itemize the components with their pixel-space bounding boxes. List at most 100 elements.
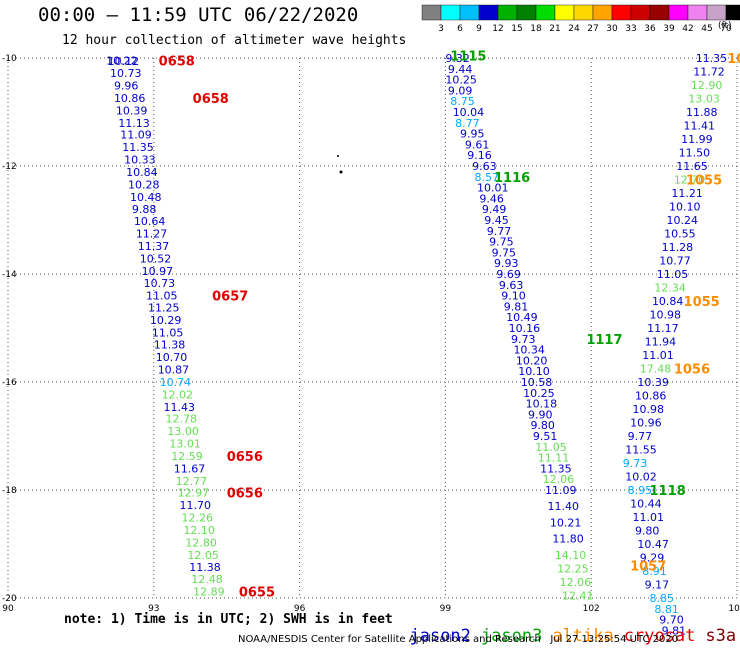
color-bin-label: 70 [720,24,732,34]
color-bin [573,4,594,21]
swh-label: 10.70 [156,351,188,364]
legend-cryosat: cryosat [623,626,696,646]
swh-label: 10.49 [506,311,538,324]
swh-label: 11.09 [545,484,577,497]
swh-label: 9.75 [489,236,514,249]
color-bin-label: 24 [568,24,580,34]
x-tick-label: 90 [2,604,14,614]
swh-label: 10.02 [625,471,657,484]
swh-label: 11.67 [174,462,206,475]
swh-label: 11.38 [154,339,186,352]
chart-title: 00:00 – 11:59 UTC 06/22/2020 [38,4,359,26]
swh-label: 12.97 [178,487,210,500]
swh-label: 10.39 [637,376,669,389]
x-tick-label: 102 [583,604,600,614]
x-tick-label: 93 [148,604,159,614]
time-label: 1115 [450,49,486,64]
satellite-legend: jason2 jason3 altika cryosat s3a [389,606,740,646]
swh-label: 11.21 [671,187,703,200]
time-label: 1055 [684,295,720,310]
swh-label: 12.78 [165,413,197,426]
swh-label: 11.05 [535,441,567,454]
time-label: 1116 [494,171,530,186]
swh-label: 12.48 [191,573,223,586]
y-tick-label: -20 [2,594,17,604]
swh-label: 11.50 [679,147,711,160]
swh-label: 8.81 [654,603,679,616]
swh-label: 9.96 [114,80,139,93]
footer-credit: NOAA/NESDIS Center for Satellite Applica… [238,634,679,645]
time-label: 0658 [159,55,195,70]
swh-label: 12.77 [176,475,208,488]
color-bin [440,4,461,21]
swh-label: 9.46 [479,192,504,205]
swh-label: 12.25 [557,562,589,575]
swh-label: 10.10 [518,365,550,378]
swh-label: 10.84 [652,295,684,308]
swh-label: 12.06 [543,473,575,486]
swh-label: 10.20 [516,354,548,367]
y-tick-label: -18 [2,486,17,496]
color-bin-label: 12 [492,24,503,34]
swh-label: 12.10 [183,524,215,537]
color-bin [687,4,708,21]
swh-label: 10.47 [637,538,669,551]
swh-label: 11.37 [138,240,170,253]
color-bin-label: 42 [682,24,693,34]
swh-label: 8.77 [455,117,480,130]
swh-label: 10.84 [126,166,157,179]
swh-label: 9.16 [467,149,492,162]
time-label: 1055 [686,174,722,189]
swh-label: 9.09 [448,84,473,97]
data-labels: 10.2210.1210.739.9610.8610.3911.1311.091… [106,49,740,637]
swh-label: 10.25 [445,74,477,87]
swh-label: 9.10 [501,290,526,303]
y-tick-label: -12 [2,162,17,172]
color-bin [459,4,480,21]
swh-label: 9.95 [460,128,485,141]
color-bin [611,4,632,21]
swh-label: 11.17 [647,322,679,335]
color-bin-label: 39 [663,24,675,34]
color-scale-unit: (ft) [718,21,732,31]
swh-label: 10.04 [453,106,485,119]
swh-label: 10.22 [106,55,138,68]
legend-s3a: s3a [705,626,737,646]
swh-label: 10.44 [630,498,662,511]
legend-jason3: jason3 [480,626,543,646]
swh-label: 10.87 [158,364,190,377]
swh-label: 12.05 [187,549,219,562]
color-bin-label: 33 [625,24,636,34]
time-label: 0656 [227,487,263,502]
swh-label: 9.61 [465,138,490,151]
swh-label: 8.91 [642,565,667,578]
legend-jason2: jason2 [409,626,471,646]
swh-label: 10.33 [124,154,155,167]
legend-note: note: 1) Time is in UTC; 2) SWH is in fe… [64,612,393,627]
swh-label: 10.18 [526,398,558,411]
color-bin-label: 18 [530,24,542,34]
swh-label: 11.25 [148,301,180,314]
swh-label: 11.05 [657,268,689,281]
grid [7,57,738,599]
swh-label: 12.06 [560,576,592,589]
color-bin [592,4,613,21]
swh-label: 11.99 [681,133,713,146]
swh-label: 9.73 [623,457,648,470]
swh-label: 12.89 [193,586,225,599]
time-label: 0656 [227,450,263,465]
swh-label: 10.21 [550,516,582,529]
swh-label: 10.55 [664,228,696,241]
swh-label: 9.63 [499,279,524,292]
color-bin [535,4,556,21]
swh-label: 9.45 [484,214,509,227]
swh-label: 12.26 [182,512,214,525]
chart-subtitle: 12 hour collection of altimeter wave hei… [62,33,407,48]
swh-label: 10.28 [128,178,160,191]
x-tick-label: 99 [440,604,452,614]
color-bin [630,4,651,21]
swh-label: 9.93 [494,257,519,270]
swh-label: 11.05 [146,290,178,303]
swh-label: 9.49 [482,203,507,216]
swh-label: 10.34 [513,344,545,357]
